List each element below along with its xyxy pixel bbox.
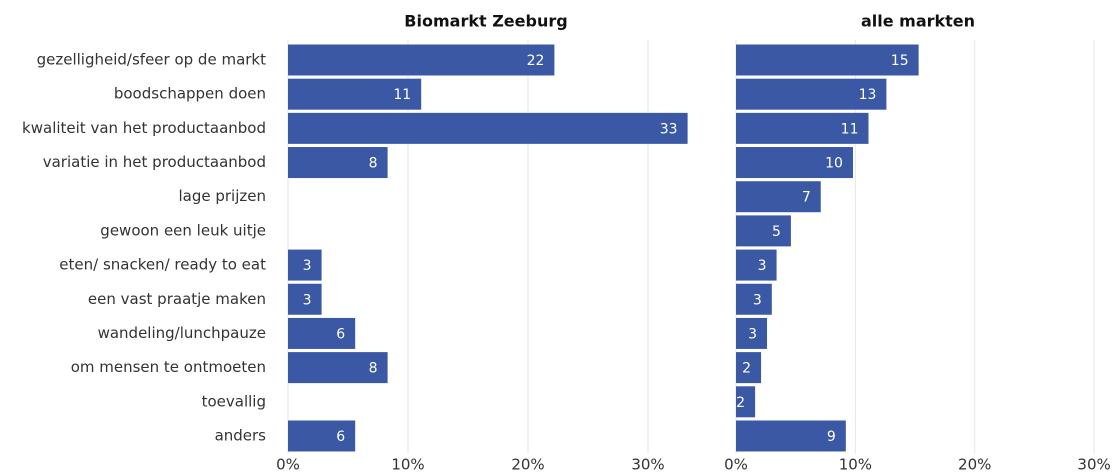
value-label: 3 xyxy=(758,258,767,274)
value-label: 2 xyxy=(736,395,745,411)
value-label: 3 xyxy=(748,326,757,342)
category-label: lage prijzen xyxy=(178,187,266,205)
value-label: 13 xyxy=(859,87,877,103)
value-label: 33 xyxy=(660,121,678,137)
bar xyxy=(288,112,688,144)
bar xyxy=(736,283,772,315)
bar xyxy=(736,44,919,76)
category-label: toevallig xyxy=(202,392,266,410)
bar xyxy=(288,352,388,384)
value-label: 15 xyxy=(891,53,909,69)
category-label: boodschappen doen xyxy=(114,85,266,103)
x-tick-label: 10% xyxy=(391,456,424,474)
bar xyxy=(736,249,777,281)
value-label: 22 xyxy=(527,53,545,69)
x-tick-label: 30% xyxy=(631,456,664,474)
x-tick-label: 20% xyxy=(958,456,991,474)
category-label: gewoon een leuk uitje xyxy=(100,221,266,239)
x-tick-label: 0% xyxy=(724,456,748,474)
bar xyxy=(736,215,791,247)
bar xyxy=(288,249,322,281)
category-label: om mensen te ontmoeten xyxy=(71,358,266,376)
bar xyxy=(736,386,756,418)
value-label: 10 xyxy=(825,156,843,172)
x-tick-label: 10% xyxy=(839,456,872,474)
bar xyxy=(736,78,887,110)
bar xyxy=(736,352,762,384)
value-label: 3 xyxy=(753,292,762,308)
value-label: 7 xyxy=(802,190,811,206)
value-label: 6 xyxy=(336,429,345,445)
bar xyxy=(288,420,356,452)
value-label: 11 xyxy=(393,87,411,103)
panel-title: Biomarkt Zeeburg xyxy=(404,12,567,31)
bar xyxy=(736,420,846,452)
category-label: anders xyxy=(215,426,267,444)
value-label: 9 xyxy=(827,429,836,445)
value-label: 6 xyxy=(336,326,345,342)
value-label: 5 xyxy=(772,224,781,240)
value-label: 2 xyxy=(742,361,751,377)
category-label: eten/ snacken/ ready to eat xyxy=(59,256,266,274)
value-label: 11 xyxy=(841,121,859,137)
bar xyxy=(288,78,422,110)
bar xyxy=(288,147,388,179)
x-tick-label: 20% xyxy=(511,456,544,474)
category-label: een vast praatje maken xyxy=(88,290,266,308)
bar xyxy=(288,44,555,76)
x-tick-label: 0% xyxy=(276,456,300,474)
value-label: 8 xyxy=(369,156,378,172)
value-label: 3 xyxy=(303,258,312,274)
bar xyxy=(736,317,768,349)
category-label: gezelligheid/sfeer op de markt xyxy=(37,51,266,69)
bar xyxy=(288,317,356,349)
x-tick-label: 30% xyxy=(1077,456,1110,474)
panel-title: alle markten xyxy=(861,12,975,31)
bar xyxy=(736,147,853,179)
category-label: variatie in het productaanbod xyxy=(43,153,266,171)
category-label: kwaliteit van het productaanbod xyxy=(22,119,266,137)
value-label: 8 xyxy=(369,361,378,377)
bar xyxy=(736,112,869,144)
bar xyxy=(288,283,322,315)
value-label: 3 xyxy=(303,292,312,308)
category-label: wandeling/lunchpauze xyxy=(98,324,266,342)
bar xyxy=(736,181,821,213)
